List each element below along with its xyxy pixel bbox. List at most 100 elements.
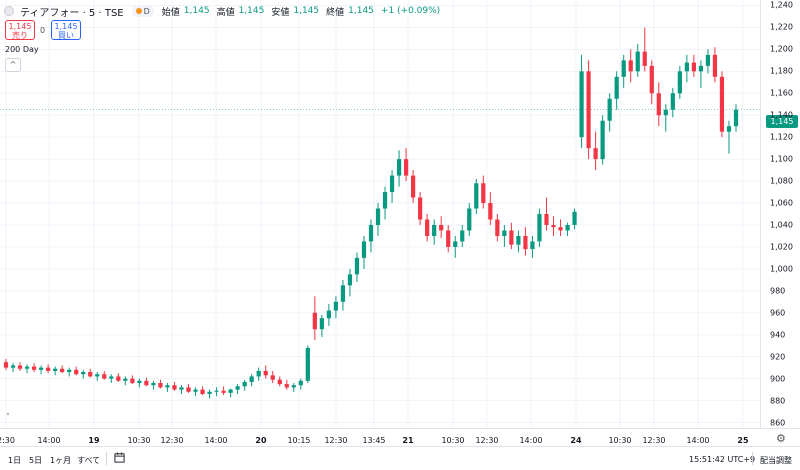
candle[interactable] bbox=[361, 235, 367, 269]
candle[interactable] bbox=[291, 383, 296, 392]
symbol-name[interactable]: ティアフォー · 5 · TSE bbox=[20, 7, 124, 19]
candle[interactable] bbox=[389, 170, 395, 204]
candle[interactable] bbox=[305, 345, 310, 384]
candle[interactable] bbox=[677, 65, 682, 99]
candle[interactable] bbox=[102, 370, 107, 380]
candle[interactable] bbox=[565, 222, 570, 236]
candle[interactable] bbox=[684, 54, 689, 83]
candle[interactable] bbox=[411, 170, 416, 204]
candle[interactable] bbox=[453, 235, 458, 258]
candle[interactable] bbox=[474, 178, 479, 214]
candle[interactable] bbox=[523, 227, 528, 256]
candle[interactable] bbox=[165, 383, 170, 392]
data-status-badge[interactable]: D bbox=[131, 5, 154, 17]
candle[interactable] bbox=[593, 131, 598, 171]
sell-button[interactable]: 1,145 売り bbox=[5, 20, 35, 40]
candle[interactable] bbox=[396, 150, 402, 187]
candle[interactable] bbox=[705, 49, 711, 74]
candle[interactable] bbox=[17, 362, 23, 371]
range-1d-button[interactable]: 1日 bbox=[8, 456, 22, 465]
candle[interactable] bbox=[88, 368, 93, 378]
candle[interactable] bbox=[130, 375, 135, 385]
candle[interactable] bbox=[509, 222, 514, 250]
candle[interactable] bbox=[235, 384, 240, 394]
candle[interactable] bbox=[24, 364, 30, 374]
candle[interactable] bbox=[207, 389, 212, 399]
candle[interactable] bbox=[53, 366, 58, 376]
candle[interactable] bbox=[495, 214, 500, 242]
candle[interactable] bbox=[347, 268, 353, 297]
candle[interactable] bbox=[432, 219, 437, 245]
candle[interactable] bbox=[116, 373, 121, 382]
candle[interactable] bbox=[186, 384, 191, 393]
candle[interactable] bbox=[249, 374, 254, 387]
indicator-label[interactable]: 200 Day bbox=[5, 45, 39, 54]
candle[interactable] bbox=[607, 93, 612, 132]
candle[interactable] bbox=[67, 367, 72, 377]
candle[interactable] bbox=[375, 203, 381, 236]
candle[interactable] bbox=[277, 376, 282, 387]
candle[interactable] bbox=[38, 365, 44, 375]
candle[interactable] bbox=[382, 186, 388, 220]
candle[interactable] bbox=[263, 365, 268, 379]
candle[interactable] bbox=[109, 374, 114, 384]
candle[interactable] bbox=[3, 358, 9, 370]
candle[interactable] bbox=[312, 296, 317, 341]
candle[interactable] bbox=[31, 363, 37, 373]
candle[interactable] bbox=[368, 219, 374, 253]
candle[interactable] bbox=[326, 303, 331, 326]
candle[interactable] bbox=[691, 54, 696, 77]
dividend-adjust-toggle[interactable]: 配当調整 bbox=[760, 456, 792, 465]
candle[interactable] bbox=[481, 175, 486, 209]
candle[interactable] bbox=[74, 366, 79, 376]
candle[interactable] bbox=[10, 363, 16, 373]
candle[interactable] bbox=[418, 192, 423, 225]
candle[interactable] bbox=[228, 388, 233, 398]
candle[interactable] bbox=[516, 230, 521, 253]
price-chart[interactable] bbox=[0, 0, 760, 428]
candle[interactable] bbox=[200, 386, 205, 396]
candle[interactable] bbox=[537, 208, 542, 247]
candle[interactable] bbox=[621, 54, 626, 88]
time-axis[interactable] bbox=[0, 428, 800, 447]
candle[interactable] bbox=[123, 376, 128, 386]
range-1m-button[interactable]: 1ヶ月 bbox=[50, 456, 72, 465]
candle[interactable] bbox=[319, 314, 324, 337]
candle[interactable] bbox=[635, 43, 640, 77]
candle[interactable] bbox=[719, 71, 725, 138]
range-all-button[interactable]: すべて bbox=[77, 456, 101, 465]
candle[interactable] bbox=[544, 197, 549, 231]
candle[interactable] bbox=[81, 369, 86, 379]
candle[interactable] bbox=[467, 203, 472, 236]
candle[interactable] bbox=[221, 386, 226, 396]
candle[interactable] bbox=[712, 47, 718, 83]
candle[interactable] bbox=[733, 104, 739, 132]
candle[interactable] bbox=[214, 387, 219, 397]
candle[interactable] bbox=[656, 82, 661, 127]
buy-button[interactable]: 1,145 買い bbox=[51, 20, 81, 40]
candle[interactable] bbox=[551, 216, 556, 236]
candle[interactable] bbox=[530, 235, 535, 258]
candle[interactable] bbox=[446, 224, 451, 253]
candle[interactable] bbox=[663, 104, 668, 132]
candle[interactable] bbox=[144, 377, 149, 387]
candle[interactable] bbox=[460, 224, 465, 247]
candle[interactable] bbox=[502, 224, 507, 247]
candle[interactable] bbox=[649, 60, 654, 105]
collapse-legend-button[interactable]: ^ bbox=[5, 58, 21, 72]
candle[interactable] bbox=[137, 378, 142, 388]
candle[interactable] bbox=[340, 279, 346, 311]
candle[interactable] bbox=[642, 27, 647, 72]
candle[interactable] bbox=[670, 87, 675, 118]
candle[interactable] bbox=[158, 379, 163, 389]
candle[interactable] bbox=[284, 379, 289, 390]
candle[interactable] bbox=[95, 372, 100, 381]
candle[interactable] bbox=[298, 378, 303, 390]
gear-icon[interactable]: ⚙ bbox=[776, 432, 786, 445]
candle[interactable] bbox=[726, 120, 732, 154]
candle[interactable] bbox=[151, 380, 156, 390]
candle[interactable] bbox=[193, 387, 198, 397]
candle[interactable] bbox=[333, 296, 339, 319]
candle[interactable] bbox=[586, 60, 591, 160]
candle[interactable] bbox=[425, 214, 430, 242]
